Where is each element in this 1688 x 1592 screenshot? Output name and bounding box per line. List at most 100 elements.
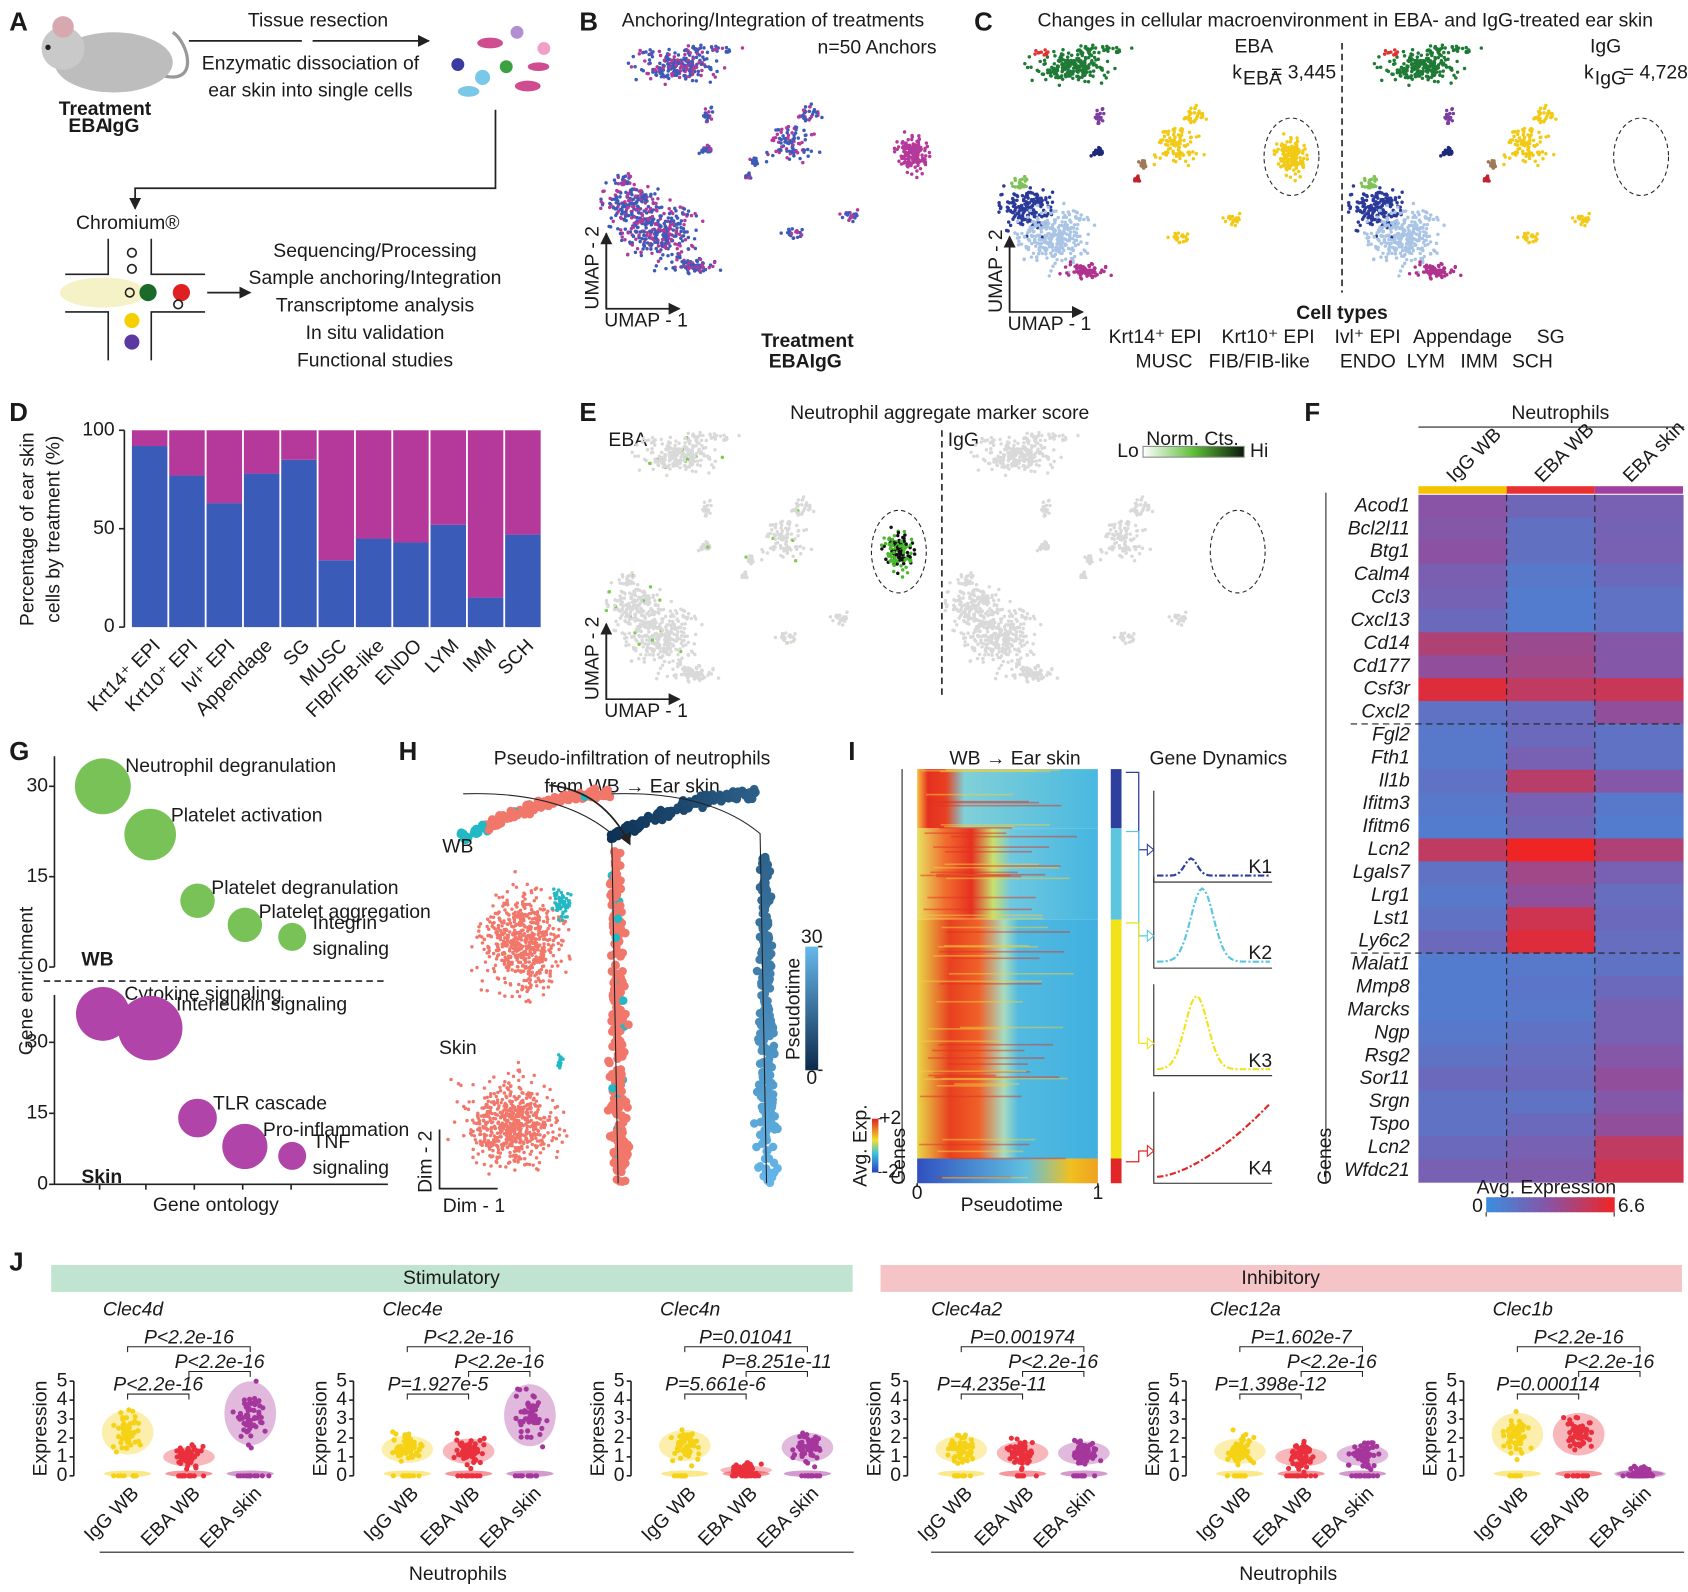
cell-point xyxy=(681,644,685,648)
cell-point xyxy=(1040,215,1044,219)
cell-point xyxy=(659,450,664,455)
cell-point xyxy=(639,250,643,255)
cell-point xyxy=(1521,128,1525,132)
cell-point xyxy=(624,210,628,214)
cell-point xyxy=(898,544,902,548)
cell-point xyxy=(789,139,793,144)
cell-point xyxy=(1166,132,1170,137)
cell-point xyxy=(1397,226,1402,230)
cell-point xyxy=(1178,154,1182,158)
cell-point xyxy=(704,540,708,544)
cell-point xyxy=(917,159,922,164)
cell-point xyxy=(1444,149,1449,154)
cell-point xyxy=(785,149,789,153)
cell-point xyxy=(662,659,667,664)
cell-point xyxy=(1400,264,1405,268)
cell-point xyxy=(768,531,773,536)
cell-point xyxy=(1414,271,1419,275)
cell-point xyxy=(1071,76,1075,81)
cell-point xyxy=(1410,47,1415,52)
cell-point xyxy=(1359,181,1364,185)
cell-point xyxy=(624,643,628,648)
cell-point xyxy=(658,61,662,66)
cell-point xyxy=(1181,153,1186,157)
cell-point xyxy=(910,137,914,142)
cell-point xyxy=(1055,257,1059,262)
cell-point xyxy=(699,458,703,462)
cell-point xyxy=(642,660,647,664)
cell-point xyxy=(608,201,612,206)
cell-point xyxy=(1459,273,1463,278)
cell-point xyxy=(1069,58,1073,63)
cell-point xyxy=(1030,211,1035,215)
cell-point xyxy=(1346,210,1351,214)
legend-entry: Krt14⁺ EPI xyxy=(1109,326,1202,348)
cell-point xyxy=(1403,261,1407,266)
cell-point xyxy=(1063,72,1068,77)
cell-point xyxy=(1090,262,1095,267)
cell-point xyxy=(656,259,661,264)
cell-point xyxy=(747,171,751,175)
cell-point xyxy=(1006,451,1010,455)
cell-point xyxy=(1423,243,1427,248)
cell-point xyxy=(1424,74,1429,79)
cell-point xyxy=(845,610,849,614)
cell-point xyxy=(1042,445,1047,450)
cell-point xyxy=(634,230,638,234)
cell-point xyxy=(651,609,655,613)
cell-point xyxy=(902,547,906,552)
cell-point xyxy=(1395,218,1399,223)
cell-point xyxy=(1050,200,1055,204)
cell-point xyxy=(707,148,711,152)
cell-point xyxy=(673,268,677,272)
cell-point xyxy=(1387,238,1391,242)
cell-point xyxy=(1092,223,1097,227)
cell-point xyxy=(1380,219,1385,224)
cell-point xyxy=(1091,69,1096,73)
cell-point xyxy=(1185,142,1190,147)
cell-point xyxy=(679,634,684,638)
cell-point xyxy=(674,234,678,238)
cell-point xyxy=(1090,274,1094,278)
cell-point xyxy=(670,260,674,264)
cell-point xyxy=(1032,455,1036,460)
cell-point xyxy=(990,467,994,472)
cell-point xyxy=(1029,255,1034,259)
cell-point xyxy=(1063,220,1068,224)
cell-point xyxy=(774,541,778,546)
cell-point xyxy=(599,197,603,201)
cell-point xyxy=(976,468,981,472)
cell-point xyxy=(1400,200,1404,204)
cell-point xyxy=(1076,48,1081,52)
cell-point xyxy=(790,131,794,135)
cell-point xyxy=(779,531,784,536)
cell-point xyxy=(669,237,673,242)
cell-point xyxy=(609,216,613,220)
cell-point xyxy=(1360,217,1365,221)
cell-point xyxy=(1374,177,1379,182)
cell-point xyxy=(628,174,633,179)
cell-point xyxy=(1363,213,1367,218)
cell-point xyxy=(666,62,670,66)
cell-point xyxy=(1085,274,1089,278)
cell-point xyxy=(1025,65,1030,70)
cell-point xyxy=(1364,198,1369,203)
cell-point xyxy=(679,236,683,240)
cell-point xyxy=(1015,219,1020,224)
cell-point xyxy=(892,563,896,568)
cell-point xyxy=(1071,209,1076,213)
cell-point xyxy=(1388,59,1392,64)
cell-point xyxy=(1537,130,1541,135)
cell-point xyxy=(674,439,678,443)
cell-point xyxy=(1072,233,1077,238)
cell-point xyxy=(700,50,705,54)
cell-point xyxy=(909,551,913,556)
panel-letter: G xyxy=(9,738,29,766)
cell-point xyxy=(1408,230,1412,234)
cell-point xyxy=(998,206,1003,211)
cell-point xyxy=(840,215,845,220)
cell-point xyxy=(1030,445,1034,450)
cell-point xyxy=(633,454,637,459)
cell-point xyxy=(612,178,617,182)
cell-point xyxy=(903,533,907,537)
